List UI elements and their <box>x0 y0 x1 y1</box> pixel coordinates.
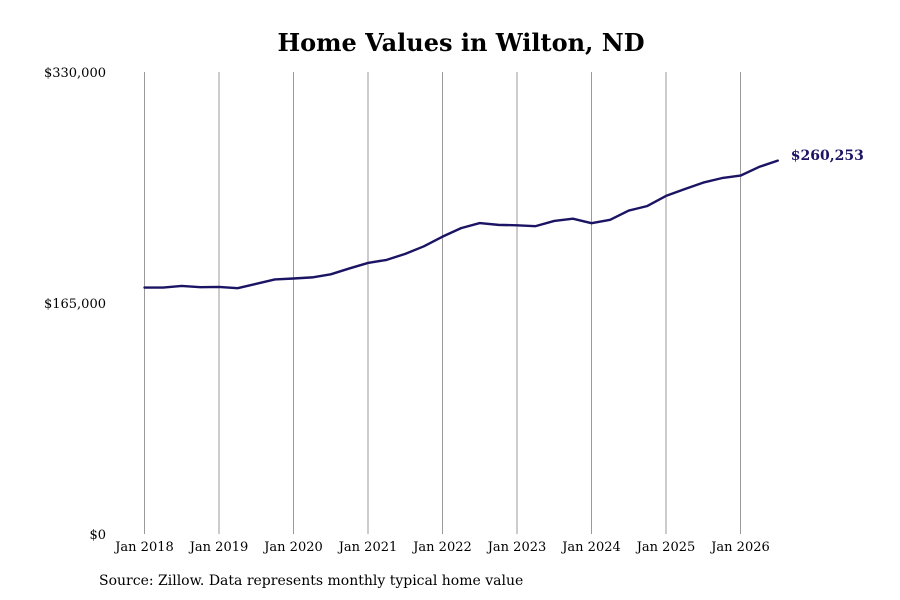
data-point <box>237 287 239 289</box>
data-point <box>330 273 332 275</box>
data-point <box>218 286 220 288</box>
data-point <box>609 219 611 221</box>
data-point <box>628 210 630 212</box>
x-tick-label: Jan 2024 <box>560 540 621 555</box>
y-tick-label: $165,000 <box>44 297 106 312</box>
y-axis-tick-labels: $0 $165,000 $330,000 <box>44 66 106 543</box>
data-point <box>311 276 313 278</box>
chart-title: Home Values in Wilton, ND <box>277 28 645 57</box>
x-tick-label: Jan 2023 <box>486 540 547 555</box>
y-tick-label: $0 <box>89 528 106 543</box>
x-tick-label: Jan 2022 <box>411 540 472 555</box>
data-point <box>460 227 462 229</box>
x-axis-tick-labels: Jan 2018 Jan 2019 Jan 2020 Jan 2021 Jan 2022… <box>113 540 770 555</box>
data-point <box>348 267 350 270</box>
x-tick-label: Jan 2025 <box>635 540 696 555</box>
data-point <box>423 245 425 247</box>
series-line <box>143 159 779 290</box>
data-point <box>255 283 257 285</box>
data-point <box>684 188 686 190</box>
data-point <box>777 160 779 162</box>
data-point <box>553 220 555 222</box>
data-point <box>199 286 201 288</box>
data-point <box>665 195 667 197</box>
data-point <box>572 218 574 220</box>
data-point <box>441 236 444 238</box>
data-point <box>181 285 183 287</box>
data-point <box>479 222 481 224</box>
data-point <box>516 224 518 226</box>
data-point <box>162 287 164 289</box>
series-layer: $260,253 <box>143 148 864 290</box>
data-point <box>702 182 704 184</box>
x-tick-label: Jan 2021 <box>337 540 398 555</box>
data-point <box>404 253 406 255</box>
x-tick-label: Jan 2019 <box>188 540 249 555</box>
data-point <box>386 259 388 261</box>
series-end-label: $260,253 <box>791 148 864 164</box>
data-point <box>274 278 276 281</box>
data-point <box>590 222 593 224</box>
source-note: Source: Zillow. Data represents monthly … <box>99 573 524 589</box>
data-point <box>367 262 369 264</box>
data-point <box>535 225 537 227</box>
data-point <box>143 287 146 289</box>
data-point <box>739 175 742 177</box>
x-tick-label: Jan 2018 <box>113 540 174 555</box>
data-point <box>292 277 295 280</box>
vertical-grid-lines <box>144 72 741 534</box>
y-tick-label: $330,000 <box>44 66 106 81</box>
data-point <box>721 177 723 179</box>
data-point <box>497 224 499 226</box>
data-point <box>758 166 760 168</box>
data-point <box>646 205 648 207</box>
x-tick-label: Jan 2020 <box>262 540 323 555</box>
x-tick-label: Jan 2026 <box>709 540 770 555</box>
